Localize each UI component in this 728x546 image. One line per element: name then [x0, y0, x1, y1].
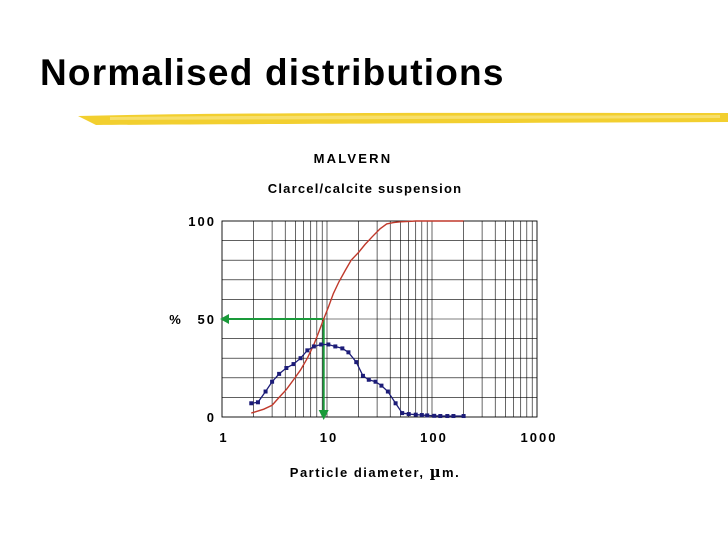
- distribution-point: [340, 346, 345, 351]
- guide-arrowhead-down: [318, 410, 329, 420]
- chart-title: MALVERN: [314, 151, 393, 166]
- x-tick-label: 100: [420, 430, 448, 445]
- x-tick-label: 1000: [521, 430, 558, 445]
- distribution-point: [385, 389, 390, 394]
- chart-series: [249, 220, 466, 419]
- chart-subtitle: Clarcel/calcite suspension: [268, 181, 463, 196]
- distribution-point: [419, 413, 424, 418]
- x-axis-label: Particle diameter, µm.: [290, 463, 460, 481]
- guide-arrows: [220, 314, 329, 420]
- distribution-point: [249, 401, 254, 406]
- x-tick-label: 1: [219, 430, 228, 445]
- distribution-point: [413, 412, 418, 417]
- y-tick-label: 0: [207, 410, 216, 425]
- distribution-point: [432, 413, 437, 418]
- distribution-point: [379, 383, 384, 388]
- distribution-point: [373, 379, 378, 384]
- distribution-point: [333, 344, 338, 349]
- distribution-point: [270, 379, 275, 384]
- distribution-point: [360, 373, 365, 378]
- distribution-point: [277, 371, 282, 376]
- x-tick-labels: 1 10 100 1000: [219, 430, 558, 445]
- distribution-point: [255, 400, 260, 405]
- y-tick-label: 50: [198, 312, 216, 327]
- distribution-point: [461, 414, 466, 419]
- slide-title: Normalised distributions: [40, 52, 505, 93]
- cumulative-series-line: [251, 220, 464, 414]
- distribution-point: [284, 366, 289, 370]
- distribution-point: [319, 342, 324, 347]
- distribution-point: [425, 413, 430, 418]
- distribution-point: [354, 360, 359, 365]
- distribution-point: [263, 389, 268, 394]
- distribution-point: [346, 350, 351, 355]
- distribution-point: [406, 412, 411, 417]
- distribution-point: [445, 414, 450, 419]
- distribution-point: [400, 411, 405, 416]
- distribution-point: [305, 348, 310, 353]
- distribution-point: [366, 377, 371, 382]
- x-axis-label-prefix: Particle diameter,: [290, 465, 430, 480]
- guide-arrowhead-left: [220, 314, 229, 324]
- distribution-point: [326, 342, 331, 347]
- y-tick-label: 100: [188, 214, 216, 229]
- y-tick-labels: 0 50 100: [188, 214, 216, 425]
- x-axis-label-suffix: m.: [442, 465, 460, 480]
- distribution-point: [298, 356, 303, 361]
- distribution-point: [393, 401, 398, 406]
- distribution-point: [438, 414, 443, 419]
- distribution-point: [291, 362, 296, 367]
- y-axis-label: %: [169, 312, 181, 327]
- x-tick-label: 10: [320, 430, 338, 445]
- distribution-point: [311, 344, 316, 349]
- underline-brush-highlight: [110, 115, 720, 120]
- distribution-point: [451, 414, 456, 419]
- x-axis-label-mu: µ: [430, 463, 442, 481]
